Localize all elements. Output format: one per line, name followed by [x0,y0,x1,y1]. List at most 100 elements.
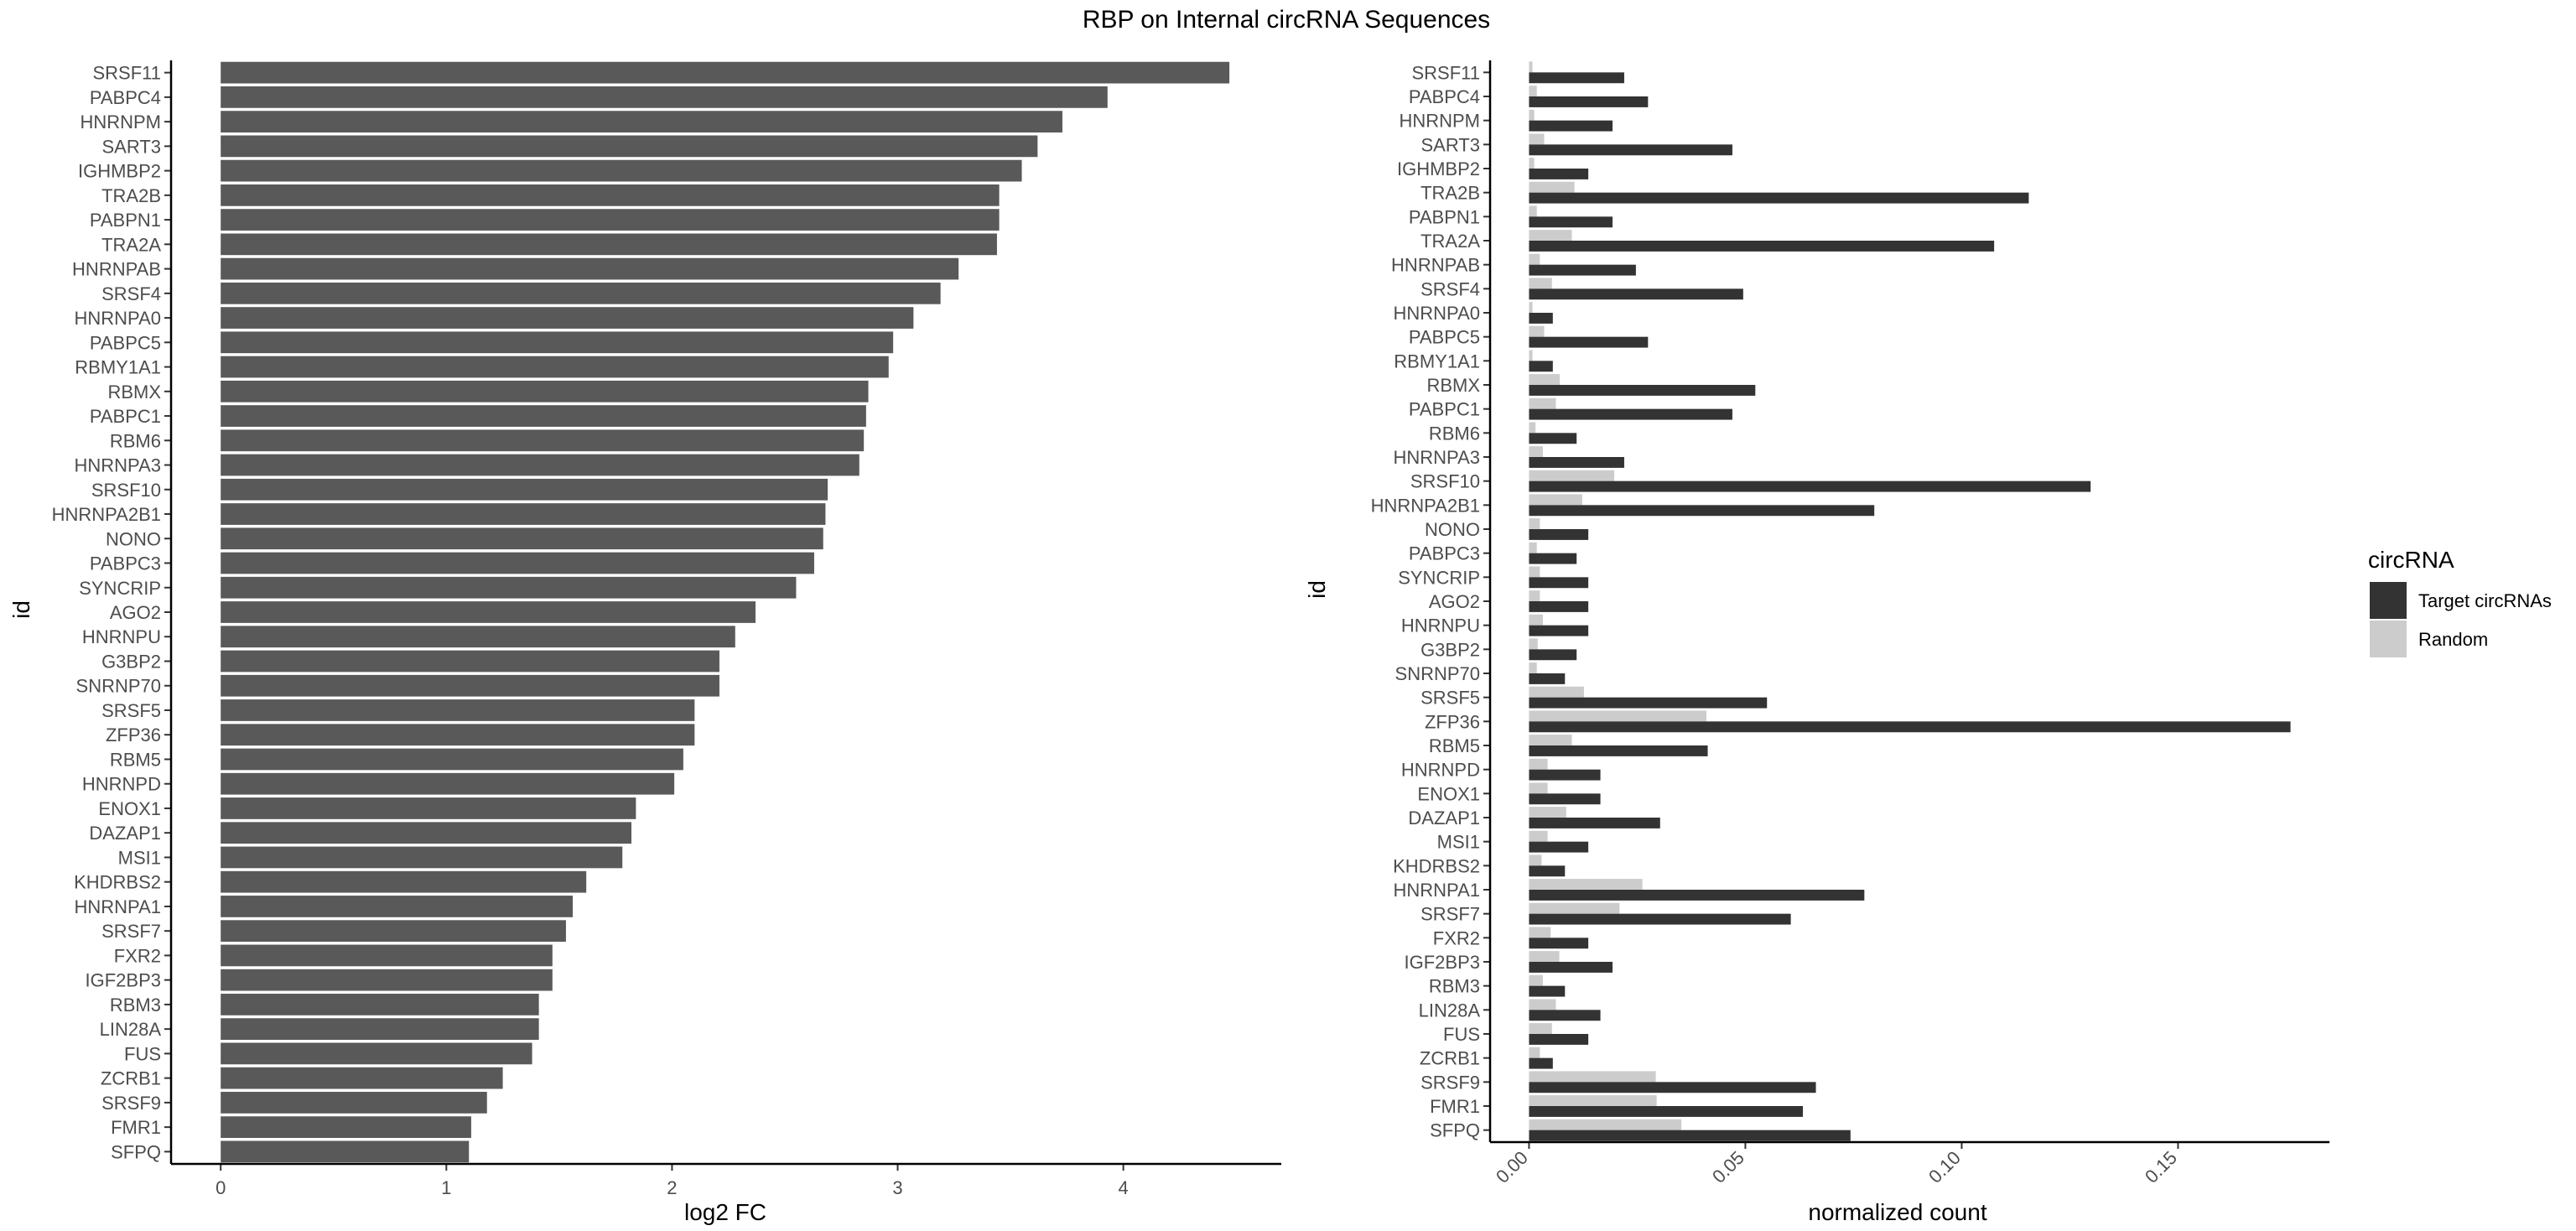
bar-target [1529,818,1660,828]
bar-random [1529,278,1552,289]
right-x-tick-label: 0.05 [1708,1147,1748,1187]
bar-random [1529,109,1535,121]
left-category-label: IGF2BP3 [86,970,161,991]
bar-log2fc [221,994,539,1015]
right-category-label: RBMY1A1 [1394,351,1480,371]
bar-log2fc [221,307,914,329]
bar-random [1529,686,1584,698]
bar-random [1529,350,1533,361]
left-category-label: HNRNPD [82,774,161,795]
left-category-label: HNRNPAB [72,259,161,280]
right-category-label: RBMX [1426,375,1480,396]
bar-target [1529,769,1601,781]
left-category-label: ENOX1 [98,798,161,819]
right-category-label: IGF2BP3 [1405,952,1480,973]
right-category-label: SRSF10 [1410,471,1480,492]
bar-target [1529,841,1589,853]
bar-random [1529,902,1620,914]
bar-random [1529,854,1542,866]
bar-random [1529,758,1548,770]
left-category-label: TRA2A [101,234,161,255]
bar-random [1529,494,1582,506]
bar-random [1529,710,1706,722]
left-category-label: HNRNPA0 [74,308,161,329]
right-category-label: SART3 [1420,134,1480,155]
legend-swatch-target [2370,582,2407,619]
bar-target [1529,336,1649,348]
bar-log2fc [221,674,719,697]
left-category-label: AGO2 [110,602,161,623]
left-category-label: SFPQ [111,1141,161,1162]
bar-target [1529,721,2291,733]
left-category-label: HNRNPA3 [74,455,161,476]
left-category-label: HNRNPM [80,112,161,132]
bar-log2fc [221,1018,539,1041]
bar-random [1529,397,1556,409]
left-category-label: PABPN1 [90,210,161,231]
left-category-label: KHDRBS2 [74,872,161,893]
left-category-label: RBMY1A1 [75,357,161,378]
bar-target [1529,457,1624,468]
legend-label-target: Target circRNAs [2418,590,2552,611]
bar-target [1529,288,1743,300]
bar-random [1529,662,1537,673]
bar-target [1529,1034,1589,1045]
left-category-label: RBM5 [110,749,161,770]
left-category-label: NONO [106,528,161,549]
bar-random [1529,518,1540,529]
bar-target [1529,144,1732,156]
bar-log2fc [221,944,553,967]
right-x-tick-label: 0.10 [1924,1147,1965,1187]
bar-target [1529,601,1589,612]
bar-target [1529,577,1589,589]
bar-log2fc [221,1042,532,1065]
bar-random [1529,158,1535,169]
bar-log2fc [221,356,889,378]
bar-random [1529,735,1572,745]
bar-log2fc [221,626,735,648]
right-y-axis-label: id [1304,580,1330,599]
bar-target [1529,529,1589,540]
right-category-label: SFPQ [1430,1120,1480,1141]
bar-target [1529,216,1613,228]
bar-log2fc [221,61,1230,84]
left-category-label: RBM3 [110,995,161,1015]
bar-log2fc [221,331,894,354]
right-category-label: G3BP2 [1420,639,1480,660]
bar-random [1529,374,1561,385]
bar-log2fc [221,870,587,893]
right-category-label: RBM6 [1429,423,1480,444]
bar-random [1529,422,1536,434]
bar-random [1529,1071,1656,1083]
left-category-label: SRSF9 [101,1093,161,1114]
left-category-label: SART3 [101,136,161,157]
bar-random [1529,230,1572,241]
left-category-label: PABPC3 [90,553,161,574]
right-category-label: SYNCRIP [1398,567,1480,588]
right-category-label: IGHMBP2 [1397,158,1480,179]
left-category-label: G3BP2 [101,651,161,672]
right-category-label: FUS [1443,1024,1480,1045]
bar-log2fc [221,920,566,943]
bar-target [1529,264,1636,276]
right-category-label: ZCRB1 [1420,1048,1480,1069]
right-category-label: FMR1 [1430,1096,1480,1117]
left-category-label: PABPC1 [90,406,161,427]
right-category-label: HNRNPA1 [1393,880,1480,901]
bar-target [1529,169,1589,179]
left-category-label: SRSF4 [101,283,161,304]
left-x-tick-label: 2 [667,1177,677,1198]
bar-target [1529,361,1553,372]
bar-random [1529,614,1543,626]
bar-log2fc [221,86,1108,108]
bar-target [1529,1082,1816,1093]
bar-log2fc [221,1116,471,1139]
left-category-label: IGHMBP2 [78,161,161,182]
right-category-label: HNRNPA2B1 [1371,495,1480,516]
left-category-label: MSI1 [118,847,161,868]
right-category-label: AGO2 [1429,591,1480,612]
left-category-label: ZCRB1 [101,1068,161,1089]
right-category-label: PABPC5 [1409,327,1480,348]
right-category-label: DAZAP1 [1408,808,1480,828]
